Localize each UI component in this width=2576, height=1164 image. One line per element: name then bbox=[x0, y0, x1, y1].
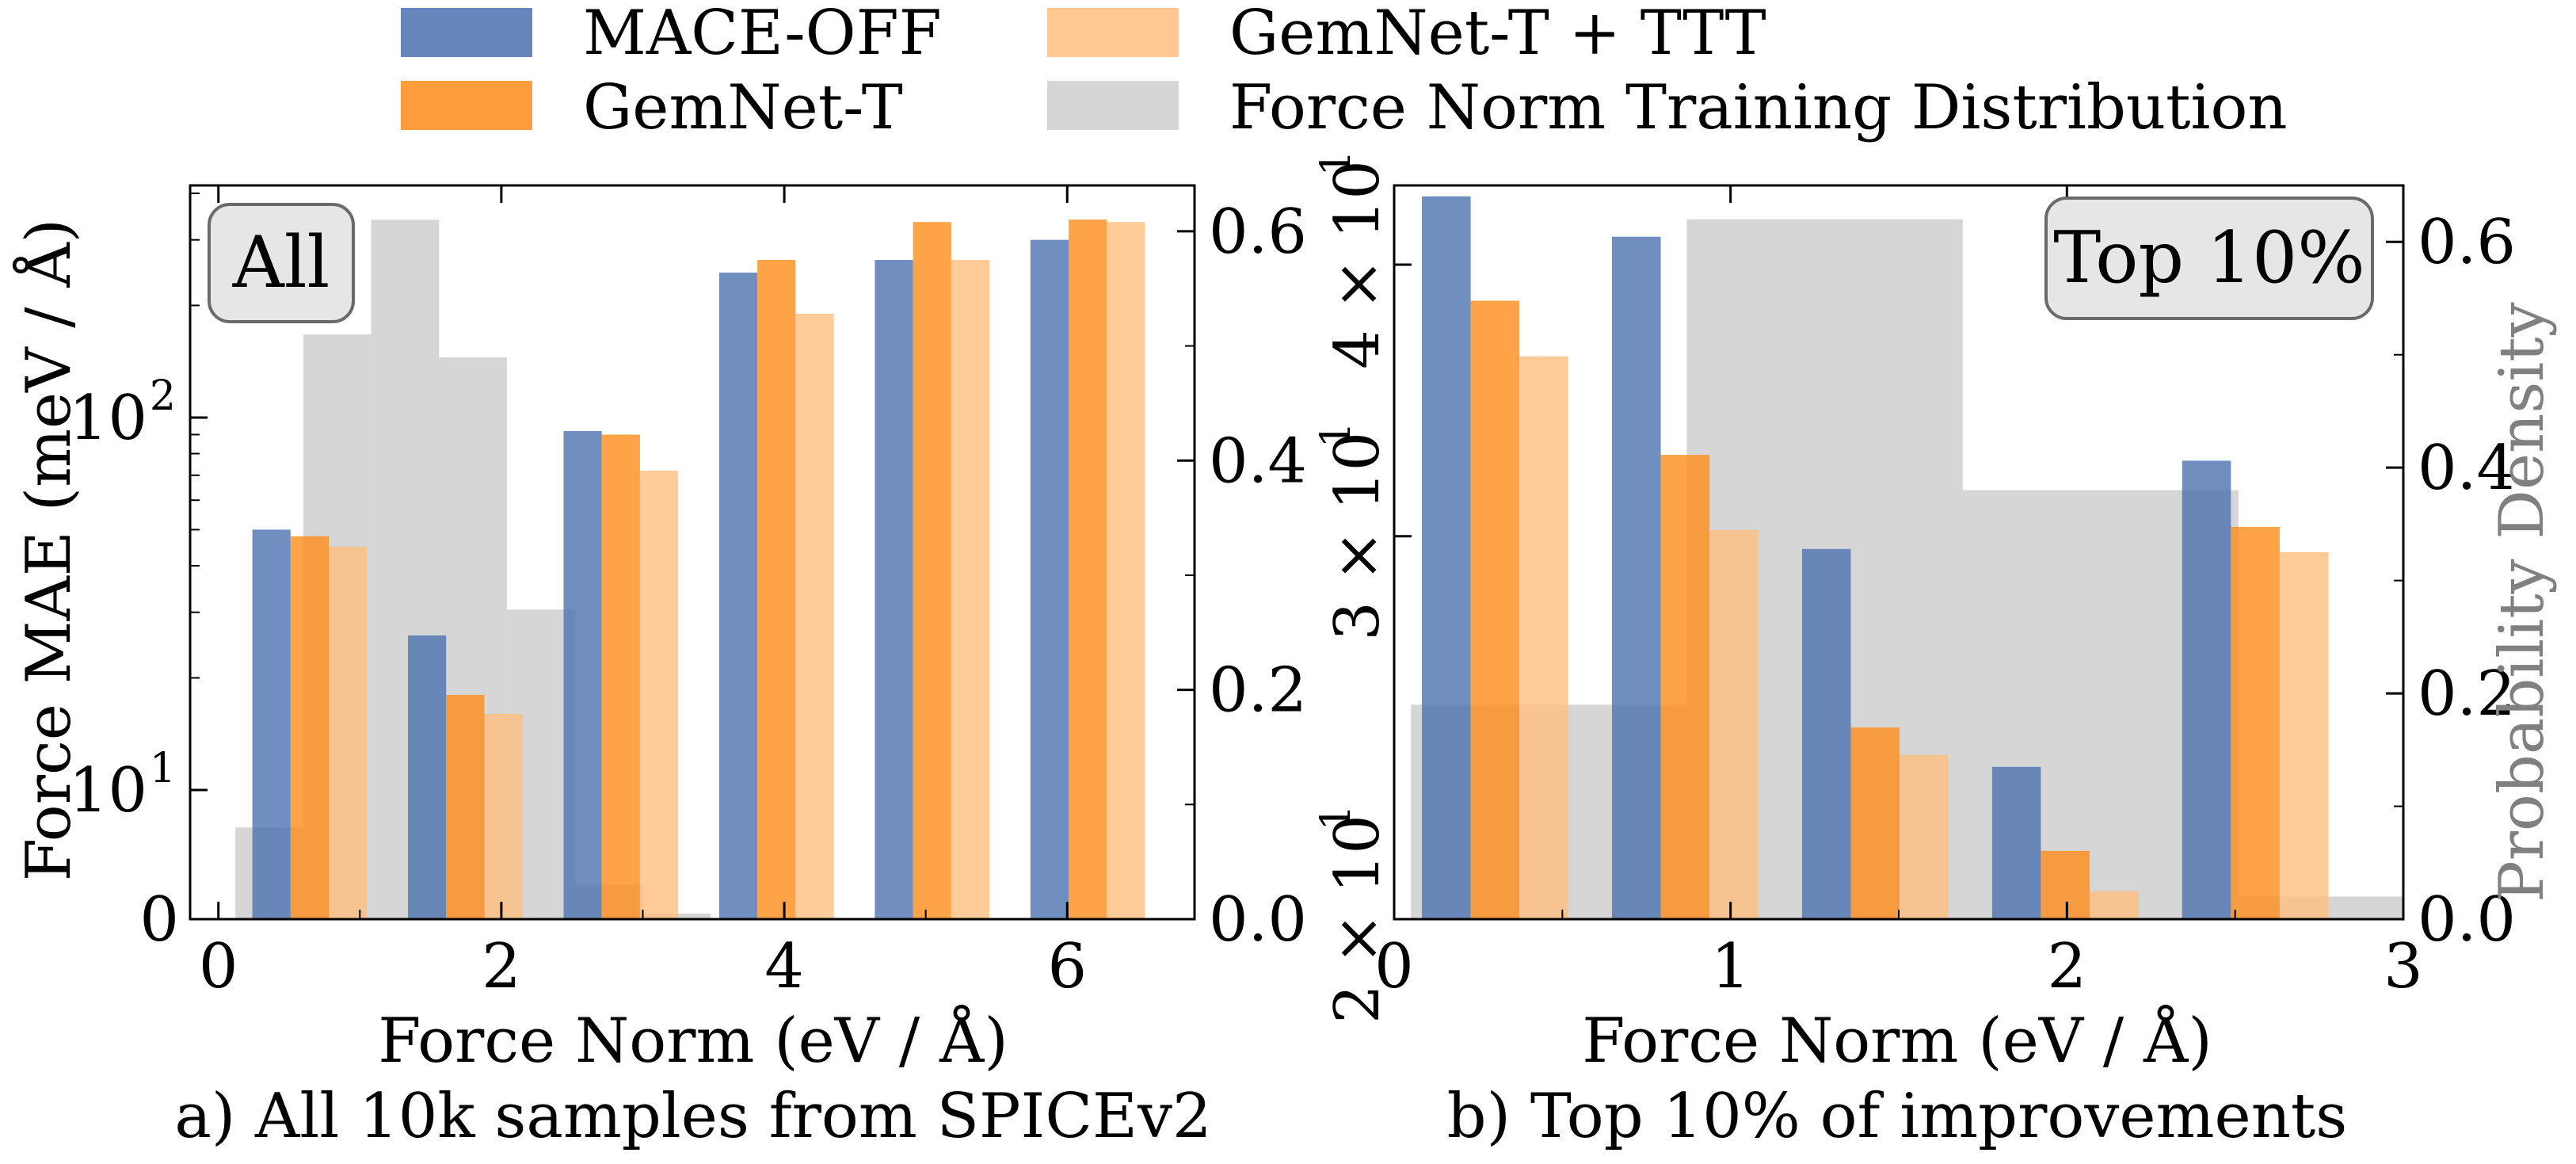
bar-gemnet_ttt bbox=[484, 714, 523, 919]
bar-gemnet bbox=[446, 695, 485, 919]
legend-swatch-train-dist bbox=[1047, 81, 1179, 130]
legend-label-train-dist: Force Norm Training Distribution bbox=[1229, 72, 2288, 143]
panel-a-badge-box bbox=[208, 203, 355, 323]
y-right-tick-label: 0.6 bbox=[1209, 197, 1307, 268]
bar-gemnet bbox=[1850, 727, 1900, 919]
panel-a-badge: All bbox=[208, 203, 355, 323]
panel-b-plot-area bbox=[1411, 196, 2403, 919]
legend-label-mace: MACE-OFF bbox=[583, 0, 942, 69]
bar-gemnet bbox=[2041, 850, 2090, 919]
bar-gemnet_ttt bbox=[951, 260, 990, 919]
bar-mace bbox=[1611, 236, 1661, 919]
legend-swatch-mace bbox=[401, 8, 532, 57]
y-left-tick-label: 10 bbox=[69, 755, 147, 826]
panel-b-marks bbox=[1411, 196, 2403, 919]
panel-a-marks bbox=[235, 219, 1145, 919]
y-left-tick-exponent: 2 bbox=[150, 372, 176, 420]
panel-a-caption: a) All 10k samples from SPICEv2 bbox=[174, 1081, 1211, 1152]
y-left-tick-label: 10 bbox=[69, 383, 147, 454]
panel-a-frame bbox=[189, 184, 1196, 921]
panel-b-badge-text: Top 10% bbox=[2053, 216, 2365, 300]
x-tick-label: 6 bbox=[1047, 931, 1087, 1002]
bar-mace bbox=[1030, 239, 1069, 919]
bar-mace bbox=[2182, 460, 2231, 919]
bar-gemnet_ttt bbox=[2089, 891, 2139, 919]
legend-item-mace: MACE-OFF bbox=[401, 0, 942, 69]
bar-gemnet_ttt bbox=[2279, 551, 2329, 919]
y-left-tick-label: 0 bbox=[139, 884, 179, 956]
bar-gemnet_ttt bbox=[329, 546, 368, 919]
y-left-tick-label-group: 2 × 101 bbox=[1313, 804, 1393, 1023]
bar-mace bbox=[875, 260, 913, 919]
y-left-tick-exponent: 1 bbox=[1313, 804, 1360, 830]
legend-item-gemnet: GemNet-T bbox=[401, 72, 903, 143]
legend: MACE-OFF GemNet-T GemNet-T + TTT Force N… bbox=[401, 0, 2288, 143]
y-left-tick-label: 3 × 10 bbox=[1322, 432, 1393, 641]
legend-item-train-dist: Force Norm Training Distribution bbox=[1047, 72, 2288, 143]
bar-gemnet bbox=[757, 260, 796, 919]
x-tick-label: 4 bbox=[764, 931, 804, 1002]
bar-gemnet_ttt bbox=[795, 313, 834, 919]
bar-gemnet_ttt bbox=[1519, 356, 1568, 919]
y-left-tick-label-group: 4 × 101 bbox=[1313, 150, 1393, 368]
legend-item-gemnet-ttt: GemNet-T + TTT bbox=[1047, 0, 1766, 69]
y-right-tick-label: 0.2 bbox=[1209, 655, 1307, 727]
x-tick-label: 0 bbox=[1374, 931, 1414, 1002]
bar-gemnet bbox=[601, 434, 640, 919]
y-left-tick-exponent: 1 bbox=[1313, 150, 1360, 176]
bar-gemnet bbox=[1470, 300, 1520, 919]
bar-mace bbox=[718, 273, 758, 919]
y-left-tick-label: 4 × 10 bbox=[1322, 160, 1393, 369]
bar-mace bbox=[252, 529, 291, 919]
x-tick-label: 2 bbox=[482, 931, 521, 1002]
bar-gemnet bbox=[913, 222, 951, 919]
y-left-tick-label-group: 3 × 101 bbox=[1313, 422, 1393, 640]
bar-gemnet_ttt bbox=[1107, 222, 1145, 919]
legend-label-gemnet-ttt: GemNet-T + TTT bbox=[1229, 0, 1766, 69]
panel-a-plot-area bbox=[235, 219, 1145, 919]
bar-mace bbox=[563, 430, 602, 919]
x-tick-label: 3 bbox=[2384, 931, 2423, 1002]
bar-gemnet bbox=[290, 536, 330, 919]
bar-gemnet bbox=[2231, 526, 2280, 919]
bar-mace bbox=[1422, 196, 1471, 919]
panel-b-badge: Top 10% bbox=[2044, 197, 2374, 320]
y-left-tick-label: 2 × 10 bbox=[1322, 815, 1393, 1024]
panel-b-badge-box bbox=[2044, 197, 2374, 320]
bar-gemnet bbox=[1660, 455, 1710, 919]
y-right-tick-label: 0.0 bbox=[2418, 884, 2516, 956]
panel-b-ylabel-right: Probability Density bbox=[2486, 302, 2558, 902]
legend-swatch-gemnet-ttt bbox=[1047, 8, 1179, 57]
y-right-tick-label: 0.6 bbox=[2418, 207, 2516, 278]
bar-mace bbox=[1801, 548, 1851, 919]
panel-a-badge-text: All bbox=[232, 221, 330, 304]
x-tick-label: 2 bbox=[2048, 931, 2087, 1002]
y-right-tick-label: 0.4 bbox=[1209, 426, 1307, 497]
x-tick-label: 1 bbox=[1711, 931, 1751, 1002]
legend-label-gemnet: GemNet-T bbox=[583, 72, 903, 143]
bar-mace bbox=[408, 635, 447, 919]
panel-b-xlabel: Force Norm (eV / Å) bbox=[1582, 1004, 2212, 1077]
panel-a-ylabel: Force MAE (meV / Å) bbox=[12, 219, 85, 881]
bar-gemnet_ttt bbox=[639, 471, 679, 919]
y-right-tick-label: 0.0 bbox=[1209, 884, 1307, 956]
y-right-tick-label: 0.4 bbox=[2418, 433, 2516, 504]
y-right-tick-label: 0.2 bbox=[2418, 658, 2516, 730]
y-left-tick-exponent: 1 bbox=[1313, 422, 1360, 448]
panel-b-caption: b) Top 10% of improvements bbox=[1447, 1081, 2348, 1152]
legend-swatch-gemnet bbox=[401, 81, 532, 130]
panel-a-xlabel: Force Norm (eV / Å) bbox=[378, 1004, 1008, 1077]
bar-mace bbox=[1991, 766, 2041, 919]
bar-gemnet_ttt bbox=[1709, 529, 1759, 919]
y-left-tick-exponent: 1 bbox=[150, 745, 176, 792]
bar-gemnet bbox=[1069, 219, 1107, 919]
bar-gemnet_ttt bbox=[1900, 754, 1949, 919]
x-tick-label: 0 bbox=[199, 931, 238, 1002]
